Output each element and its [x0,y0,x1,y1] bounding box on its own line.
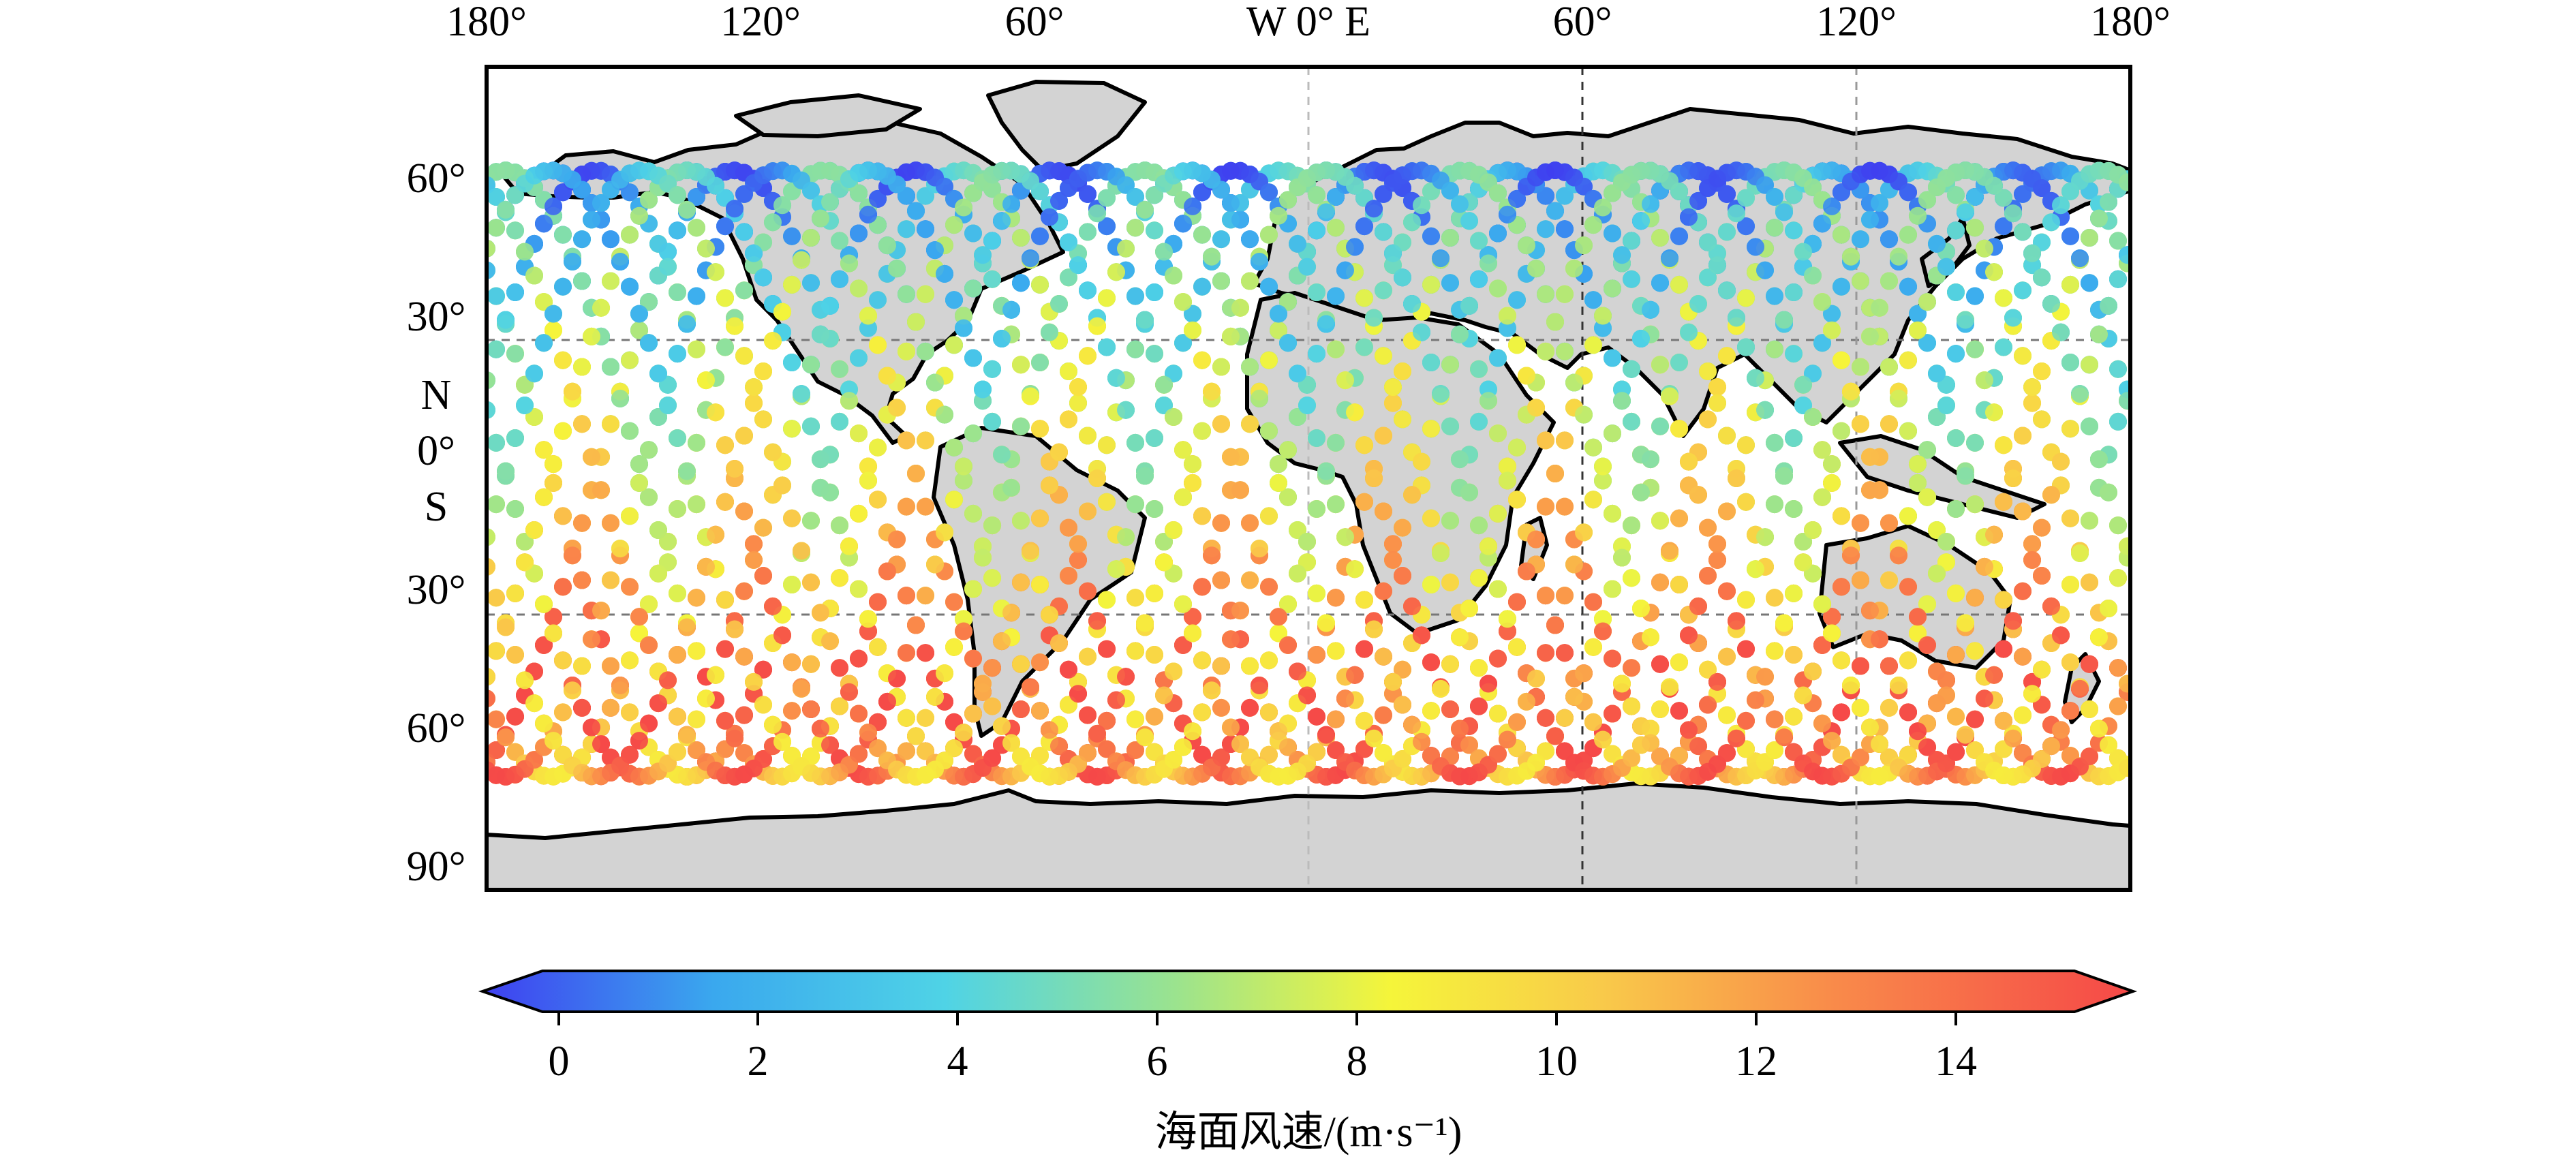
latitude-axis-labels: 60° 30° N 0° S 30° 60° 90° [407,155,466,890]
lat-label-90s: 90° [407,843,466,890]
wind-speed-tracks [487,161,2130,786]
lon-label-60w: 60° [1005,0,1064,45]
lat-label-30n: 30° [407,294,466,340]
lat-label-0: 0° [417,428,455,474]
lon-label-60e: 60° [1553,0,1612,45]
hemisphere-label-s: S [425,484,448,530]
hemisphere-label-n: N [421,372,452,418]
map-panel [487,67,2130,890]
greenland [986,80,1147,172]
lon-label-120w: 120° [720,0,801,45]
lon-label-180e: 180° [2090,0,2171,45]
arctic-islands [734,93,922,138]
lon-label-0: W 0° E [1246,0,1370,45]
lat-label-60s: 60° [407,705,466,752]
lon-label-180w: 180° [446,0,527,45]
lon-label-120e: 120° [1816,0,1897,45]
southeast-asia-islands [1838,434,2046,520]
lat-label-60n: 60° [407,155,466,202]
lat-label-30s: 30° [407,567,466,613]
gridlines [487,67,2130,890]
longitude-axis-labels: 180° 120° 60° W 0° E 60° 120° 180° [446,0,2171,45]
